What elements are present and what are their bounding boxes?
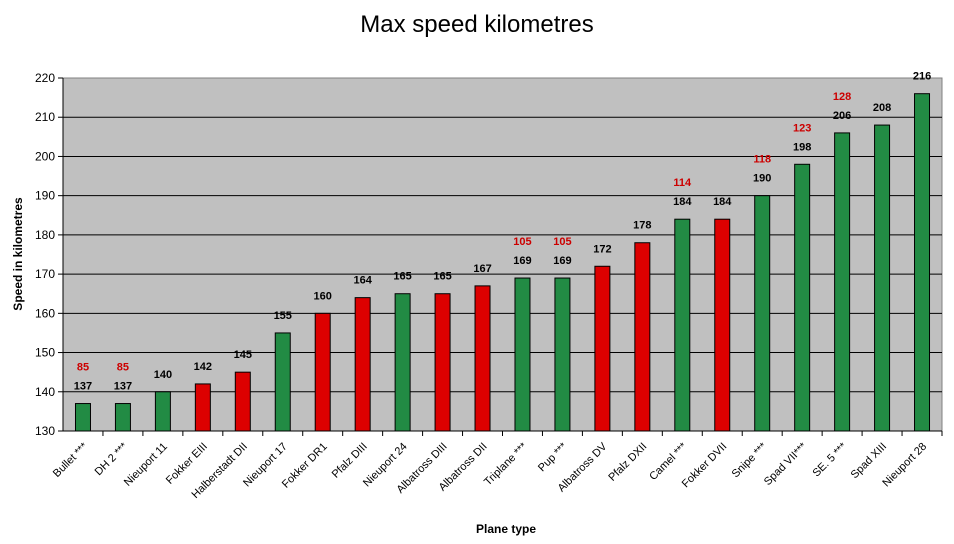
- value-label: 184: [673, 196, 692, 208]
- bar: [754, 195, 771, 432]
- bar: [674, 218, 691, 432]
- bar: [914, 93, 931, 432]
- x-category-label: Camel ***: [647, 440, 690, 483]
- chart-title: Max speed kilometres: [360, 11, 593, 38]
- bar: [794, 163, 811, 432]
- x-category-label: SE. 5 ***: [810, 440, 849, 479]
- bar: [394, 293, 411, 432]
- value-label: 178: [633, 220, 651, 232]
- secondary-value-label: 123: [793, 122, 811, 134]
- x-category-label: Nieuport 11: [122, 441, 170, 489]
- value-label: 165: [433, 271, 451, 283]
- secondary-value-label: 105: [553, 236, 571, 248]
- value-label: 167: [473, 263, 491, 275]
- value-label: 184: [713, 196, 732, 208]
- bar: [714, 218, 731, 432]
- bars: [74, 93, 931, 432]
- secondary-value-label: 128: [833, 91, 851, 103]
- value-label: 190: [753, 173, 771, 185]
- x-category-label: DH 2 ***: [93, 440, 131, 478]
- secondary-value-label: 105: [513, 236, 531, 248]
- value-label: 140: [154, 369, 172, 381]
- secondary-value-label: 118: [753, 154, 771, 166]
- value-label: 206: [833, 110, 851, 122]
- x-category-label: Spad VII***: [762, 440, 810, 488]
- x-category-label: Snipe ***: [730, 440, 770, 480]
- x-category-label: Pfalz DIII: [330, 441, 370, 481]
- bar: [874, 124, 891, 432]
- y-tick-label: 200: [35, 149, 55, 163]
- bar: [834, 132, 851, 432]
- bar: [114, 403, 131, 432]
- y-tick-label: 160: [35, 306, 55, 320]
- value-label: 198: [793, 141, 811, 153]
- y-tick-label: 190: [35, 189, 55, 203]
- value-label: 145: [234, 349, 252, 361]
- bar: [234, 371, 251, 432]
- bar: [594, 265, 611, 432]
- bar: [274, 332, 291, 432]
- value-label: 164: [353, 275, 372, 287]
- value-label: 169: [553, 255, 571, 267]
- x-category-label: Triplane ***: [482, 440, 530, 488]
- secondary-value-label: 85: [117, 362, 129, 374]
- x-axis-title: Plane type: [476, 522, 536, 536]
- bar: [514, 277, 531, 432]
- y-tick-label: 150: [35, 346, 55, 360]
- y-tick-label: 170: [35, 267, 55, 281]
- value-label: 172: [593, 243, 611, 255]
- y-axis-title: Speed in kilometres: [11, 197, 25, 311]
- x-category-label: Pfalz DXII: [606, 441, 649, 484]
- y-tick-label: 210: [35, 110, 55, 124]
- secondary-value-label: 85: [77, 362, 89, 374]
- y-tick-label: 220: [35, 71, 55, 85]
- x-category-label: Pup ***: [536, 440, 570, 474]
- x-category-label: Spad XIII: [849, 441, 889, 481]
- y-tick-label: 140: [35, 385, 55, 399]
- bar: [474, 285, 491, 432]
- value-label: 155: [274, 310, 292, 322]
- value-label: 160: [314, 290, 332, 302]
- secondary-value-label: 114: [673, 177, 692, 189]
- bar: [154, 391, 171, 432]
- bar: [314, 312, 331, 432]
- y-tick-label: 180: [35, 228, 55, 242]
- bar: [634, 242, 651, 432]
- bar: [554, 277, 571, 432]
- value-label: 142: [194, 361, 212, 373]
- value-label: 169: [513, 255, 531, 267]
- value-label: 137: [74, 381, 92, 393]
- y-tick-label: 130: [35, 424, 55, 438]
- bar: [354, 297, 371, 432]
- value-label: 208: [873, 102, 891, 114]
- secondary-value-labels: 85 85 105 105 114 118 123 128: [77, 91, 851, 374]
- bar: [194, 383, 211, 432]
- bar: [74, 403, 91, 432]
- value-label: 137: [114, 381, 132, 393]
- value-label: 216: [913, 71, 931, 83]
- bar: [434, 293, 451, 432]
- value-label: 165: [393, 271, 411, 283]
- x-category-label: Bullet ***: [51, 440, 91, 480]
- value-labels: 137 137 140 142 145 155 160 164 165 165 167 169 169 1…: [74, 71, 931, 393]
